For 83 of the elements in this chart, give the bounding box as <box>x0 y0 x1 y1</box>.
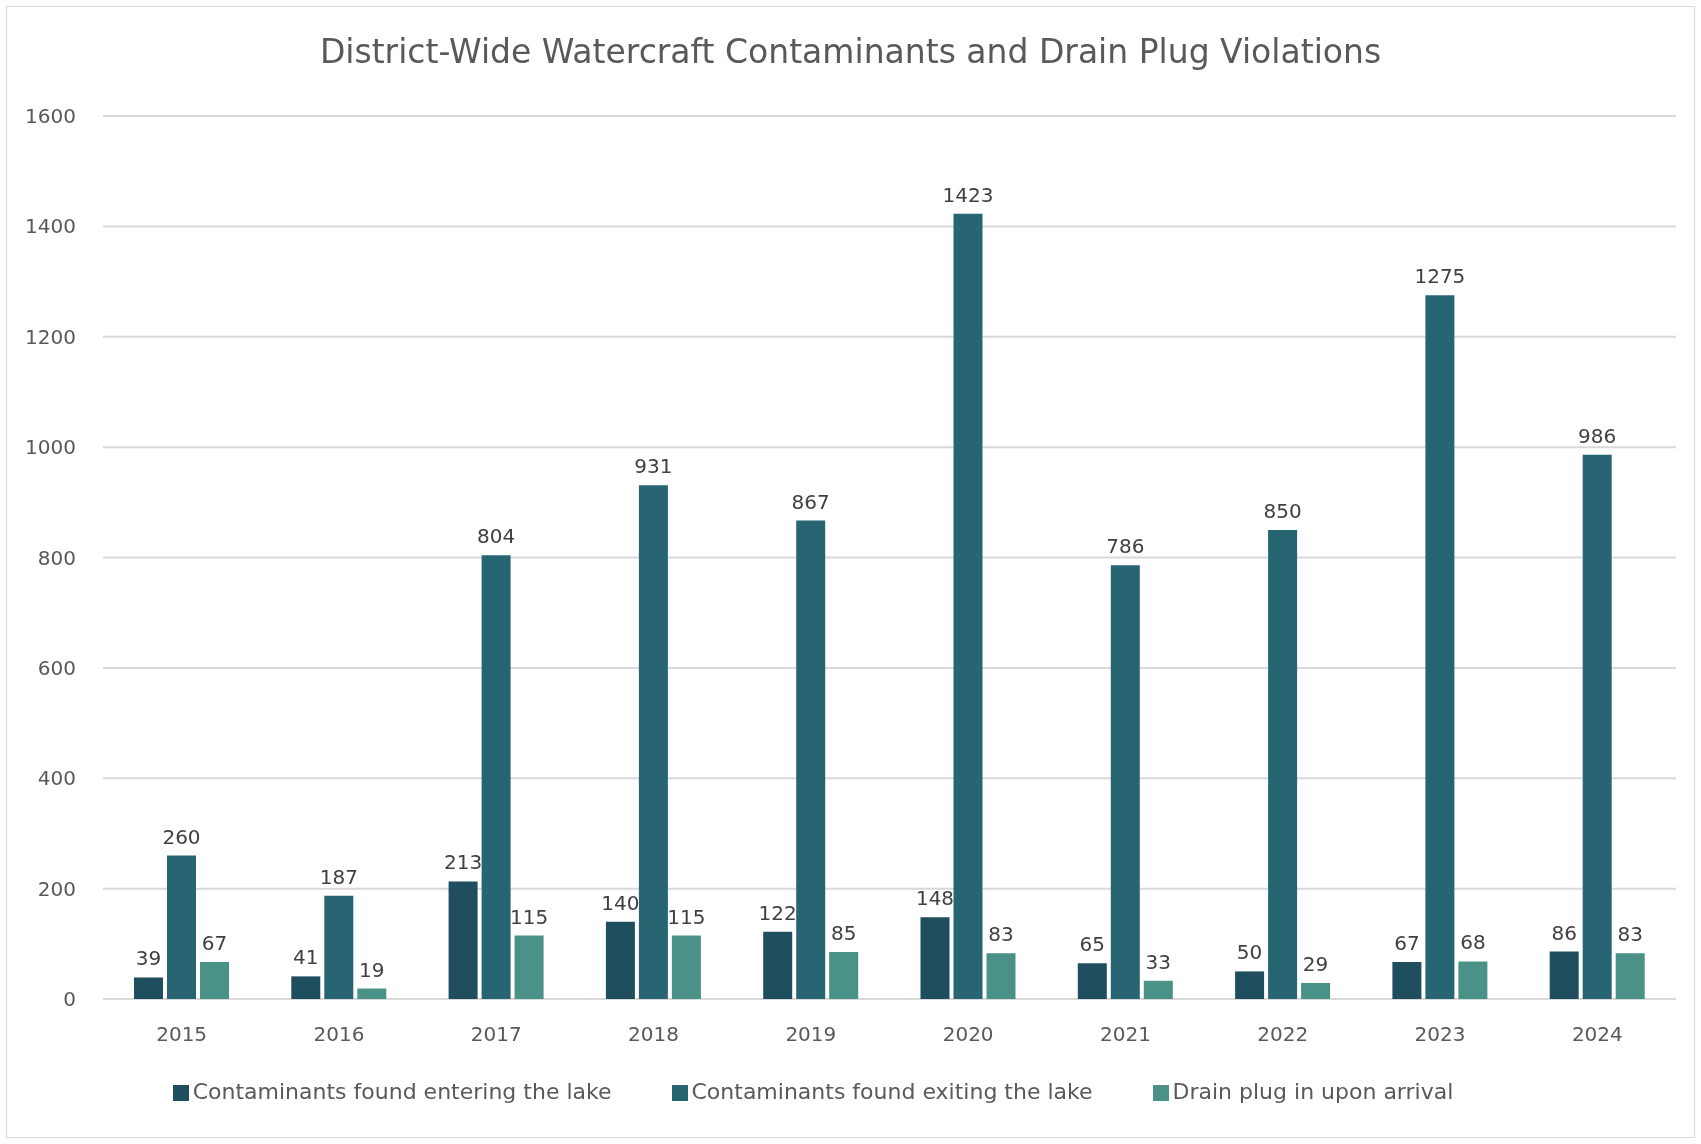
x-tick-label: 2019 <box>785 1022 837 1047</box>
x-tick-label: 2022 <box>1257 1022 1309 1047</box>
data-label: 29 <box>1302 952 1329 976</box>
bar <box>1549 951 1579 999</box>
data-label: 41 <box>293 945 319 970</box>
y-tick-label: 400 <box>37 766 76 791</box>
data-label: 83 <box>1617 922 1643 947</box>
x-tick-label: 2024 <box>1571 1022 1623 1047</box>
bar <box>1077 963 1107 999</box>
bar <box>1110 565 1140 999</box>
bar <box>357 988 387 999</box>
bar <box>1425 295 1455 999</box>
data-label: 33 <box>1145 949 1172 974</box>
bar <box>1615 953 1645 999</box>
bar <box>605 921 635 999</box>
bar <box>448 881 478 999</box>
data-label: 213 <box>444 850 483 875</box>
legend-label: Contaminants found entering the lake <box>192 1079 612 1104</box>
bar <box>1268 529 1298 999</box>
bar <box>1392 962 1422 999</box>
y-tick-label: 0 <box>63 987 76 1012</box>
bar <box>324 895 354 999</box>
bar <box>167 855 196 999</box>
y-tick-label: 1400 <box>25 214 76 239</box>
data-label: 39 <box>135 946 162 971</box>
data-label: 1275 <box>1414 264 1466 289</box>
data-label: 86 <box>1551 920 1577 945</box>
y-tick-label: 1200 <box>25 324 76 349</box>
bar <box>638 485 668 999</box>
data-label: 122 <box>758 900 797 925</box>
bar <box>920 917 950 999</box>
bar <box>763 931 793 999</box>
legend-label: Drain plug in upon arrival <box>1172 1079 1454 1104</box>
legend-label: Contaminants found exiting the lake <box>691 1079 1093 1104</box>
y-tick-label: 800 <box>37 545 76 570</box>
bar <box>1235 971 1265 999</box>
bar <box>1143 980 1173 999</box>
y-tick-label: 1600 <box>25 104 76 129</box>
bar <box>986 953 1016 999</box>
data-label: 115 <box>510 904 549 929</box>
bar <box>671 935 701 999</box>
chart-title: District-Wide Watercraft Contaminants and Drain Plug Violations <box>318 32 1383 71</box>
data-label: 867 <box>791 489 830 514</box>
bar <box>514 935 544 999</box>
data-label: 19 <box>359 957 385 982</box>
bar <box>829 952 859 999</box>
data-label: 260 <box>162 824 201 849</box>
bar <box>1301 983 1331 999</box>
x-tick-label: 2017 <box>470 1022 522 1047</box>
data-label: 187 <box>319 864 358 889</box>
bar <box>953 213 983 999</box>
y-tick-label: 200 <box>37 876 76 901</box>
data-label: 50 <box>1236 940 1263 965</box>
data-label: 931 <box>634 454 673 479</box>
bar <box>796 520 826 999</box>
bar <box>1458 961 1488 999</box>
bar <box>1582 454 1612 999</box>
x-tick-label: 2021 <box>1100 1022 1151 1047</box>
data-label: 85 <box>830 921 857 946</box>
data-label: 67 <box>201 931 228 956</box>
data-label: 804 <box>477 524 516 549</box>
data-label: 67 <box>1394 931 1420 956</box>
bar <box>481 555 511 999</box>
x-tick-label: 2016 <box>313 1022 365 1047</box>
bar <box>291 976 321 999</box>
y-tick-label: 1000 <box>25 435 76 460</box>
data-label: 140 <box>601 890 640 915</box>
data-label: 65 <box>1079 932 1106 957</box>
data-label: 786 <box>1106 534 1145 559</box>
data-label: 68 <box>1460 930 1486 955</box>
y-tick-label: 600 <box>37 655 76 680</box>
data-label: 83 <box>988 922 1014 947</box>
data-label: 986 <box>1578 423 1617 448</box>
bar <box>200 962 229 999</box>
x-tick-label: 2020 <box>942 1022 994 1047</box>
data-label: 1423 <box>942 182 994 207</box>
bar <box>134 977 163 999</box>
x-tick-label: 2023 <box>1414 1022 1466 1047</box>
data-label: 115 <box>667 904 706 929</box>
x-tick-label: 2018 <box>628 1022 679 1047</box>
x-tick-label: 2015 <box>156 1022 208 1047</box>
data-label: 850 <box>1263 498 1302 523</box>
data-label: 148 <box>915 886 955 911</box>
